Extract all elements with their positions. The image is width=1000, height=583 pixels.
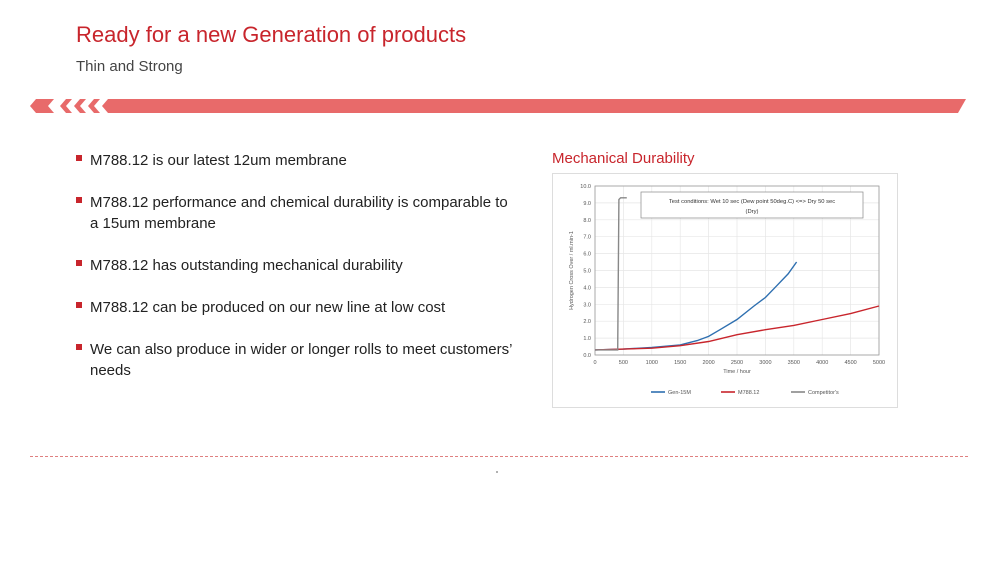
durability-chart: 0.0 1.0 2.0 3.0 4.0 5.0 6.0 7.0 8.0 9.0 10.0 0 500 10… bbox=[569, 184, 885, 396]
chart-title: Mechanical Durability bbox=[552, 150, 695, 167]
x-tick-label: 0 bbox=[593, 360, 596, 366]
bullet-text: M788.12 is our latest 12um membrane bbox=[90, 152, 347, 169]
y-tick-label: 2.0 bbox=[583, 319, 591, 325]
y-tick-label: 1.0 bbox=[583, 336, 591, 342]
y-tick-label: 7.0 bbox=[583, 235, 591, 241]
plot-area bbox=[594, 185, 880, 356]
y-tick-label: 5.0 bbox=[583, 269, 591, 275]
x-tick-label: 4500 bbox=[844, 360, 856, 366]
slide-subtitle: Thin and Strong bbox=[76, 58, 183, 75]
y-tick-label: 3.0 bbox=[583, 302, 591, 308]
x-tick-label: 2500 bbox=[731, 360, 743, 366]
chart-panel: 0.0 1.0 2.0 3.0 4.0 5.0 6.0 7.0 8.0 9.0 10.0 0 500 10… bbox=[552, 173, 898, 408]
series-line bbox=[594, 261, 798, 351]
bullet-text: M788.12 can be produced on our new line … bbox=[90, 299, 446, 316]
page-dot bbox=[496, 471, 498, 473]
y-tick-label: 10.0 bbox=[580, 184, 591, 190]
y-axis-label: Hydrogen Cross Over / ml.min-1 bbox=[569, 231, 575, 310]
decorative-banner bbox=[30, 99, 966, 113]
bullet-text: M788.12 performance and chemical durabil… bbox=[90, 194, 508, 232]
bullet-square-icon bbox=[76, 344, 82, 350]
x-tick-label: 2000 bbox=[702, 360, 714, 366]
y-tick-label: 4.0 bbox=[583, 285, 591, 291]
legend-label: Gen-15M bbox=[668, 390, 691, 396]
slide-title: Ready for a new Generation of products bbox=[76, 22, 467, 47]
series-line bbox=[595, 197, 627, 351]
y-tick-label: 9.0 bbox=[583, 201, 591, 207]
x-tick-label: 1000 bbox=[646, 360, 658, 366]
y-tick-label: 0.0 bbox=[583, 353, 591, 359]
x-tick-label: 3500 bbox=[788, 360, 800, 366]
x-tick-label: 1500 bbox=[674, 360, 686, 366]
bullet-item: M788.12 is our latest 12um membrane bbox=[76, 150, 516, 171]
bullet-square-icon bbox=[76, 155, 82, 161]
bullet-square-icon bbox=[76, 197, 82, 203]
legend-label: Competitor's bbox=[808, 390, 839, 396]
bullet-item: M788.12 has outstanding mechanical durab… bbox=[76, 255, 516, 276]
bullet-text: We can also produce in wider or longer r… bbox=[90, 341, 512, 379]
footer-divider bbox=[30, 456, 968, 457]
annotation-line: (Dry) bbox=[746, 209, 759, 215]
series-line bbox=[594, 305, 880, 351]
bullet-item: We can also produce in wider or longer r… bbox=[76, 339, 516, 381]
x-tick-label: 5000 bbox=[873, 360, 885, 366]
x-tick-label: 500 bbox=[619, 360, 628, 366]
bullet-square-icon bbox=[76, 260, 82, 266]
x-tick-label: 3000 bbox=[759, 360, 771, 366]
y-tick-label: 8.0 bbox=[583, 218, 591, 224]
x-axis-label: Time / hour bbox=[723, 369, 751, 375]
y-tick-label: 6.0 bbox=[583, 252, 591, 258]
legend-label: M788.12 bbox=[738, 390, 759, 396]
annotation-box bbox=[640, 191, 864, 219]
bullet-item: M788.12 can be produced on our new line … bbox=[76, 297, 516, 318]
bullet-square-icon bbox=[76, 302, 82, 308]
bullet-list: M788.12 is our latest 12um membrane M788… bbox=[76, 150, 516, 402]
bullet-item: M788.12 performance and chemical durabil… bbox=[76, 192, 516, 234]
bullet-text: M788.12 has outstanding mechanical durab… bbox=[90, 257, 403, 274]
annotation-line: Test conditions: Wet 10 sec (Dew point 5… bbox=[669, 199, 835, 205]
x-tick-label: 4000 bbox=[816, 360, 828, 366]
